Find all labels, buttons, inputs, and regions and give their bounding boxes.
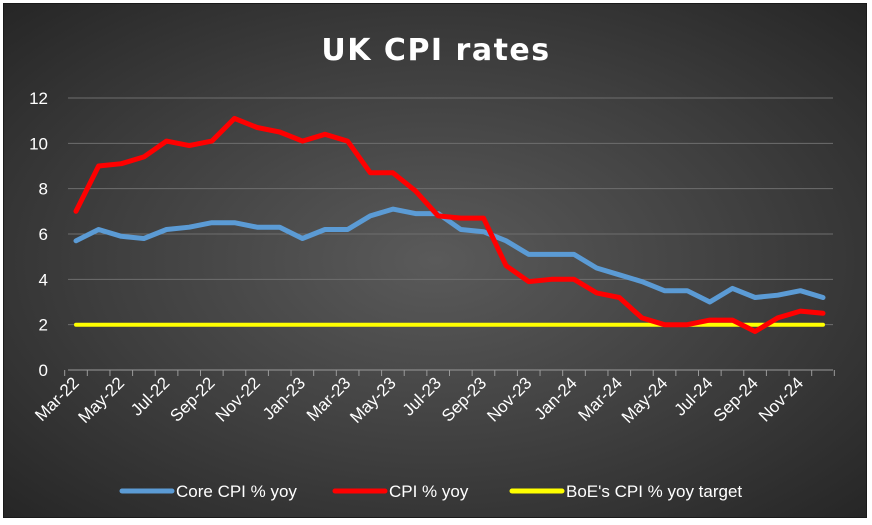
x-tick-label: May-23 <box>346 373 400 427</box>
series-line-0 <box>73 206 826 305</box>
x-tick-label: Sep-24 <box>710 373 762 425</box>
y-tick-label: 4 <box>39 270 48 289</box>
x-tick-label: Nov-24 <box>755 373 807 425</box>
y-tick-label: 10 <box>29 134 48 153</box>
y-tick-label: 2 <box>39 316 48 335</box>
legend-label-2: BoE's CPI % yoy target <box>566 482 742 501</box>
y-tick-label: 8 <box>39 180 48 199</box>
x-tick-label: May-22 <box>75 373 129 427</box>
series-line-1 <box>73 115 826 334</box>
x-tick-label: Jan-24 <box>531 373 581 423</box>
x-tick-label: Sep-22 <box>166 373 218 425</box>
y-tick-label: 0 <box>39 361 48 380</box>
x-tick-label: Mar-22 <box>31 373 83 425</box>
series-lines <box>73 115 826 334</box>
x-tick-label: Mar-24 <box>575 373 627 425</box>
x-tick-label: Nov-23 <box>483 373 535 425</box>
legend: Core CPI % yoy CPI % yoy BoE's CPI % yoy t… <box>119 482 742 501</box>
x-tick-label: Sep-23 <box>438 373 490 425</box>
x-tick-label: Jan-23 <box>259 373 309 423</box>
y-tick-label: 12 <box>29 89 48 108</box>
x-tick-label: Mar-23 <box>303 373 355 425</box>
x-tick-label: May-24 <box>618 373 672 427</box>
chart-area: UK CPI rates 0 2 4 6 8 10 12 Mar-22 May-22 Jul-2… <box>3 3 867 518</box>
chart-title: UK CPI rates <box>321 33 550 68</box>
gridlines <box>68 97 833 326</box>
x-tick-label: Nov-22 <box>212 373 264 425</box>
y-axis-ticks: 0 2 4 6 8 10 12 <box>29 89 48 380</box>
legend-label-1: CPI % yoy <box>389 482 469 501</box>
y-tick-label: 6 <box>39 225 48 244</box>
legend-label-0: Core CPI % yoy <box>176 482 297 501</box>
